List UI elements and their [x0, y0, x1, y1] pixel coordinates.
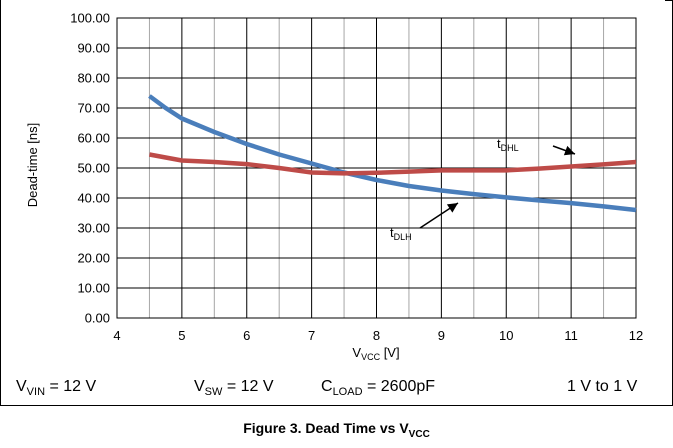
x-tick-label: 7 [308, 328, 315, 343]
x-tick-label: 11 [564, 328, 578, 343]
y-tick-label: 0.00 [85, 311, 110, 326]
x-tick-label: 12 [629, 328, 643, 343]
y-axis-label: Dead-time [ns] [25, 123, 40, 208]
condition-vin: VVIN = 12 V [16, 378, 97, 398]
y-tick-label: 70.00 [77, 101, 110, 116]
figure-caption: Figure 3. Dead Time vs VVCC [243, 420, 430, 440]
x-tick-label: 5 [178, 328, 185, 343]
x-tick-label: 10 [499, 328, 513, 343]
series-line-dhl [149, 152, 637, 176]
x-tick-label: 6 [243, 328, 250, 343]
series-labels: tDLH tDHL [390, 136, 576, 242]
y-tick-label: 100.00 [70, 11, 110, 26]
x-tick-label: 9 [438, 328, 445, 343]
y-tick-label: 40.00 [77, 191, 110, 206]
callout-arrow-head [446, 203, 458, 213]
x-tick-label: 4 [113, 328, 120, 343]
y-tick-label: 20.00 [77, 251, 110, 266]
y-tick-label: 10.00 [77, 281, 110, 296]
chart-grid [116, 17, 637, 319]
y-tick-label: 80.00 [77, 71, 110, 86]
x-tick-labels: 4 5 6 7 8 9 10 11 12 [113, 328, 643, 343]
y-tick-label: 60.00 [77, 131, 110, 146]
frame-corner [665, 0, 673, 1]
series-lines [148, 94, 637, 213]
series-line-dlh [148, 94, 637, 213]
x-axis-label: VVCC [V] [352, 345, 399, 362]
condition-vsw: VSW = 12 V [194, 378, 274, 398]
plot-area-border [116, 17, 637, 319]
x-tick-label: 8 [373, 328, 380, 343]
condition-cload: CLOAD = 2600pF [321, 378, 436, 398]
y-tick-label: 50.00 [77, 161, 110, 176]
dead-time-chart: 0.00 10.00 20.00 30.00 40.00 50.00 60.00 70.00 8… [25, 11, 643, 363]
series-label-dhl: tDHL [497, 136, 519, 153]
condition-threshold: 1 V to 1 V [567, 378, 638, 395]
series-label-dlh: tDLH [390, 225, 412, 242]
y-tick-label: 30.00 [77, 221, 110, 236]
y-tick-label: 90.00 [77, 41, 110, 56]
callout-arrow-head [563, 145, 575, 156]
y-tick-labels: 0.00 10.00 20.00 30.00 40.00 50.00 60.00 70.00 8… [70, 11, 110, 326]
